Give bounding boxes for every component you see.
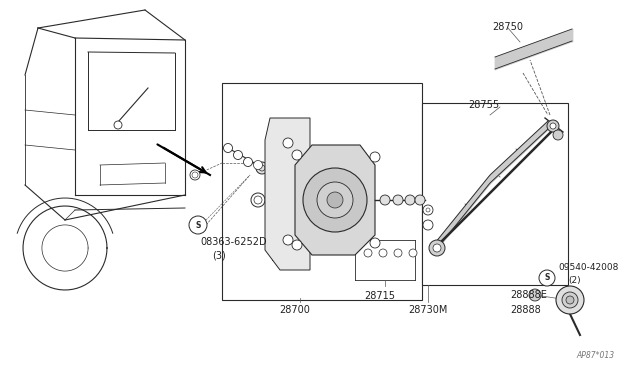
Circle shape (556, 286, 584, 314)
Circle shape (379, 249, 387, 257)
Circle shape (566, 296, 574, 304)
Text: (3): (3) (212, 250, 226, 260)
Text: 28715: 28715 (365, 291, 396, 301)
Circle shape (303, 168, 367, 232)
Circle shape (394, 249, 402, 257)
Text: 28888E: 28888E (510, 290, 547, 300)
Circle shape (547, 120, 559, 132)
Bar (222, 83, 422, 300)
Circle shape (234, 151, 243, 160)
Circle shape (254, 196, 262, 204)
Circle shape (550, 123, 556, 129)
Circle shape (114, 121, 122, 129)
Circle shape (423, 220, 433, 230)
Text: S: S (195, 221, 201, 230)
Circle shape (189, 216, 207, 234)
Circle shape (223, 144, 232, 153)
Circle shape (529, 289, 541, 301)
Circle shape (192, 172, 198, 178)
Circle shape (405, 195, 415, 205)
Circle shape (380, 195, 390, 205)
Circle shape (259, 165, 265, 171)
Circle shape (409, 249, 417, 257)
Polygon shape (295, 145, 375, 255)
Circle shape (251, 193, 265, 207)
Text: (2): (2) (568, 276, 580, 285)
Circle shape (283, 235, 293, 245)
Text: 28750: 28750 (493, 22, 524, 32)
Circle shape (256, 162, 268, 174)
Polygon shape (265, 118, 310, 270)
Circle shape (426, 208, 430, 212)
Circle shape (370, 152, 380, 162)
Text: 08363-6252D: 08363-6252D (200, 237, 267, 247)
Text: 28888: 28888 (510, 305, 541, 315)
Circle shape (292, 240, 302, 250)
Circle shape (415, 195, 425, 205)
Circle shape (429, 240, 445, 256)
Circle shape (292, 150, 302, 160)
Circle shape (562, 292, 578, 308)
Bar (422, 103, 568, 285)
Text: 28755: 28755 (468, 100, 499, 110)
Text: S: S (544, 273, 550, 282)
Text: 28700: 28700 (280, 305, 310, 315)
Circle shape (243, 157, 253, 167)
Circle shape (283, 138, 293, 148)
Circle shape (539, 270, 555, 286)
Text: 28730M: 28730M (408, 305, 448, 315)
Circle shape (317, 182, 353, 218)
Circle shape (327, 192, 343, 208)
Circle shape (190, 170, 200, 180)
Text: 09540-42008: 09540-42008 (558, 263, 618, 273)
Circle shape (370, 238, 380, 248)
Circle shape (253, 160, 262, 170)
Text: AP87*013: AP87*013 (577, 351, 615, 360)
Circle shape (393, 195, 403, 205)
Circle shape (433, 244, 441, 252)
Circle shape (553, 130, 563, 140)
Circle shape (364, 249, 372, 257)
Circle shape (423, 205, 433, 215)
